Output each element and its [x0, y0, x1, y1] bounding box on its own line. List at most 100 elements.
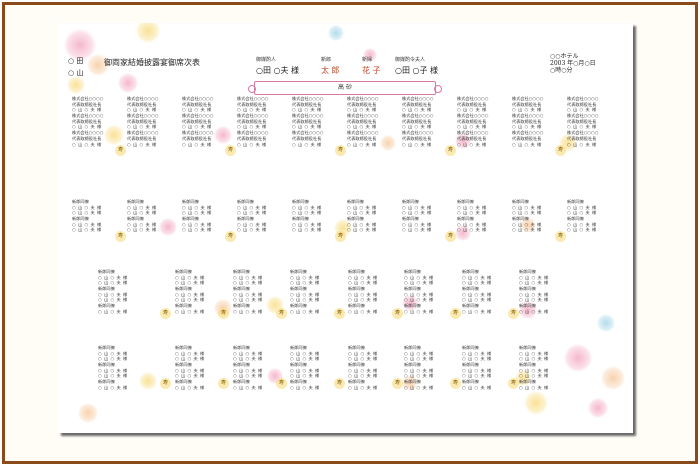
guest-table: 株式会社○○○○ 代表取締役社長 ○ 山 ○ 夫 様株式会社○○○○ 代表取締役社長 ○… — [127, 96, 179, 147]
guest-relation: 新郎同僚 — [462, 362, 479, 368]
guest-table: 新郎同僚 ○ 山 ○ 夫 様 ○ 山 ○ 夫 様新郎同僚 ○ 山 ○ 夫 様 ○ 山 ○… — [402, 199, 454, 233]
guest-name: ○ 山 ○ 夫 様 — [404, 384, 434, 390]
guest-name: ○ 山 ○ 夫 様 — [175, 350, 205, 356]
guest-name: ○ 山 ○ 夫 様 — [182, 141, 212, 147]
kotobuki-seal: 寿 — [450, 378, 461, 389]
guest-name: ○ 山 ○ 夫 様 — [457, 124, 487, 130]
guest-position: 代表取締役社長 — [457, 101, 487, 107]
guest-name: ○ 山 ○ 夫 様 — [72, 141, 102, 147]
guest-name: ○ 山 ○ 夫 様 — [512, 107, 542, 113]
guest-position: 代表取締役社長 — [567, 101, 597, 107]
kotobuki-seal: 寿 — [334, 378, 345, 389]
flower-decoration — [136, 23, 160, 43]
guest-name: ○ 山 ○ 夫 様 — [402, 221, 432, 227]
guest-table: 新郎同僚 ○ 山 ○ 夫 様 ○ 山 ○ 夫 様新郎同僚 ○ 山 ○ 夫 様 ○ 山 ○… — [127, 199, 179, 233]
guest-table: 新郎同僚 ○ 山 ○ 夫 様 ○ 山 ○ 夫 様新郎同僚 ○ 山 ○ 夫 様 ○ 山 ○… — [175, 345, 227, 391]
guest-table: 新郎同僚 ○ 山 ○ 夫 様 ○ 山 ○ 夫 様新郎同僚 ○ 山 ○ 夫 様 ○ 山 ○… — [98, 345, 150, 391]
guest-position: 代表取締役社長 — [127, 135, 157, 141]
guest-relation: 新郎同僚 — [233, 269, 250, 274]
guest-relation: 新郎同僚 — [512, 199, 529, 204]
guest-position: 代表取締役社長 — [347, 135, 377, 141]
kotobuki-seal: 寿 — [218, 308, 229, 319]
guest-table: 新郎同僚 ○ 山 ○ 夫 様 ○ 山 ○ 夫 様新郎同僚 ○ 山 ○ 夫 様 ○ 山 ○… — [292, 199, 344, 233]
guest-name: ○ 山 ○ 夫 様 — [512, 124, 542, 130]
guest-table: 株式会社○○○○ 代表取締役社長 ○ 山 ○ 夫 様株式会社○○○○ 代表取締役社長 ○… — [457, 96, 509, 147]
guest-name: ○ 山 ○ 夫 様 — [175, 297, 205, 303]
madam-label: 御媒酌令夫人 — [395, 57, 426, 63]
guest-name: ○ 山 ○ 夫 様 — [175, 274, 205, 280]
page-title: 御両家結婚披露宴御席次表 — [104, 58, 200, 67]
guest-relation: 新郎同僚 — [290, 269, 307, 274]
guest-name: ○ 山 ○ 夫 様 — [348, 356, 378, 362]
guest-name: ○ 山 ○ 夫 様 — [98, 350, 128, 356]
guest-relation: 新郎同僚 — [348, 345, 365, 350]
family-name-top: ○ 田 — [68, 57, 84, 65]
guest-name: ○ 山 ○ 夫 様 — [519, 291, 549, 297]
guest-name: ○ 山 ○ 夫 様 — [402, 141, 432, 147]
guest-name: ○ 山 ○ 夫 様 — [402, 204, 432, 210]
guest-name: ○ 山 ○ 夫 様 — [462, 280, 492, 286]
guest-relation: 新郎同僚 — [404, 286, 421, 292]
guest-company: 株式会社○○○○ — [72, 113, 104, 119]
guest-table: 新郎同僚 ○ 山 ○ 夫 様 ○ 山 ○ 夫 様新郎同僚 ○ 山 ○ 夫 様 ○ 山 ○… — [348, 269, 400, 315]
guest-name: ○ 山 ○ 夫 様 — [98, 297, 128, 303]
guest-relation: 新郎同僚 — [348, 303, 365, 309]
guest-company: 株式会社○○○○ — [512, 113, 544, 119]
guest-name: ○ 山 ○ 夫 様 — [237, 107, 267, 113]
groom-name: 太 郎 — [321, 66, 340, 75]
kotobuki-seal: 寿 — [115, 145, 126, 156]
guest-table: 新郎同僚 ○ 山 ○ 夫 様 ○ 山 ○ 夫 様新郎同僚 ○ 山 ○ 夫 様 ○ 山 ○… — [347, 199, 399, 233]
kotobuki-seal: 寿 — [508, 308, 519, 319]
guest-name: ○ 山 ○ 夫 様 — [462, 297, 492, 303]
kotobuki-seal: 寿 — [160, 378, 171, 389]
guest-name: ○ 山 ○ 夫 様 — [512, 221, 542, 227]
guest-position: 代表取締役社長 — [237, 118, 267, 124]
guest-table: 新郎同僚 ○ 山 ○ 夫 様 ○ 山 ○ 夫 様新郎同僚 ○ 山 ○ 夫 様 ○ 山 ○… — [462, 269, 514, 315]
guest-name: ○ 山 ○ 夫 様 — [348, 367, 378, 373]
guest-name: ○ 山 ○ 夫 様 — [290, 373, 320, 379]
guest-name: ○ 山 ○ 夫 様 — [519, 367, 549, 373]
guest-name: ○ 山 ○ 夫 様 — [402, 210, 432, 216]
guest-table: 新郎同僚 ○ 山 ○ 夫 様 ○ 山 ○ 夫 様新郎同僚 ○ 山 ○ 夫 様 ○ 山 ○… — [182, 199, 234, 233]
guest-relation: 新郎同僚 — [175, 269, 192, 274]
guest-company: 株式会社○○○○ — [292, 113, 324, 119]
guest-company: 株式会社○○○○ — [512, 130, 544, 136]
guest-relation: 新郎同僚 — [175, 345, 192, 350]
flower-decoration — [519, 301, 537, 319]
guest-relation: 新郎同僚 — [519, 345, 536, 350]
guest-name: ○ 山 ○ 夫 様 — [402, 227, 432, 233]
guest-table: 新郎同僚 ○ 山 ○ 夫 様 ○ 山 ○ 夫 様新郎同僚 ○ 山 ○ 夫 様 ○ 山 ○… — [233, 345, 285, 391]
guest-name: ○ 山 ○ 夫 様 — [98, 274, 128, 280]
flower-decoration — [87, 54, 109, 76]
guest-name: ○ 山 ○ 夫 様 — [290, 308, 320, 314]
flower-decoration — [118, 73, 138, 93]
flower-decoration — [67, 76, 85, 94]
guest-name: ○ 山 ○ 夫 様 — [290, 350, 320, 356]
guest-relation: 新郎同僚 — [233, 303, 250, 309]
guest-name: ○ 山 ○ 夫 様 — [567, 107, 597, 113]
guest-name: ○ 山 ○ 夫 様 — [237, 204, 267, 210]
kotobuki-seal: 寿 — [115, 231, 126, 242]
guest-position: 代表取締役社長 — [182, 118, 212, 124]
guest-table: 株式会社○○○○ 代表取締役社長 ○ 山 ○ 夫 様株式会社○○○○ 代表取締役社長 ○… — [292, 96, 344, 147]
guest-name: ○ 山 ○ 夫 様 — [98, 367, 128, 373]
guest-name: ○ 山 ○ 夫 様 — [519, 308, 549, 314]
kotobuki-seal: 寿 — [225, 145, 236, 156]
guest-table: 新郎同僚 ○ 山 ○ 夫 様 ○ 山 ○ 夫 様新郎同僚 ○ 山 ○ 夫 様 ○ 山 ○… — [72, 199, 124, 233]
guest-company: 株式会社○○○○ — [182, 96, 214, 101]
guest-name: ○ 山 ○ 夫 様 — [98, 384, 128, 390]
guest-table: 新郎同僚 ○ 山 ○ 夫 様 ○ 山 ○ 夫 様新郎同僚 ○ 山 ○ 夫 様 ○ 山 ○… — [567, 199, 619, 233]
guest-name: ○ 山 ○ 夫 様 — [175, 367, 205, 373]
guest-name: ○ 山 ○ 夫 様 — [233, 280, 263, 286]
guest-company: 株式会社○○○○ — [292, 130, 324, 136]
kotobuki-seal: 寿 — [218, 378, 229, 389]
guest-relation: 新郎同僚 — [290, 362, 307, 368]
guest-name: ○ 山 ○ 夫 様 — [462, 274, 492, 280]
flower-decoration — [104, 125, 124, 145]
guest-name: ○ 山 ○ 夫 様 — [233, 356, 263, 362]
guest-name: ○ 山 ○ 夫 様 — [292, 204, 322, 210]
guest-name: ○ 山 ○ 夫 様 — [292, 141, 322, 147]
flower-decoration — [520, 217, 536, 233]
guest-table: 新郎同僚 ○ 山 ○ 夫 様 ○ 山 ○ 夫 様新郎同僚 ○ 山 ○ 夫 様 ○ 山 ○… — [512, 199, 564, 233]
guest-company: 株式会社○○○○ — [347, 96, 379, 101]
